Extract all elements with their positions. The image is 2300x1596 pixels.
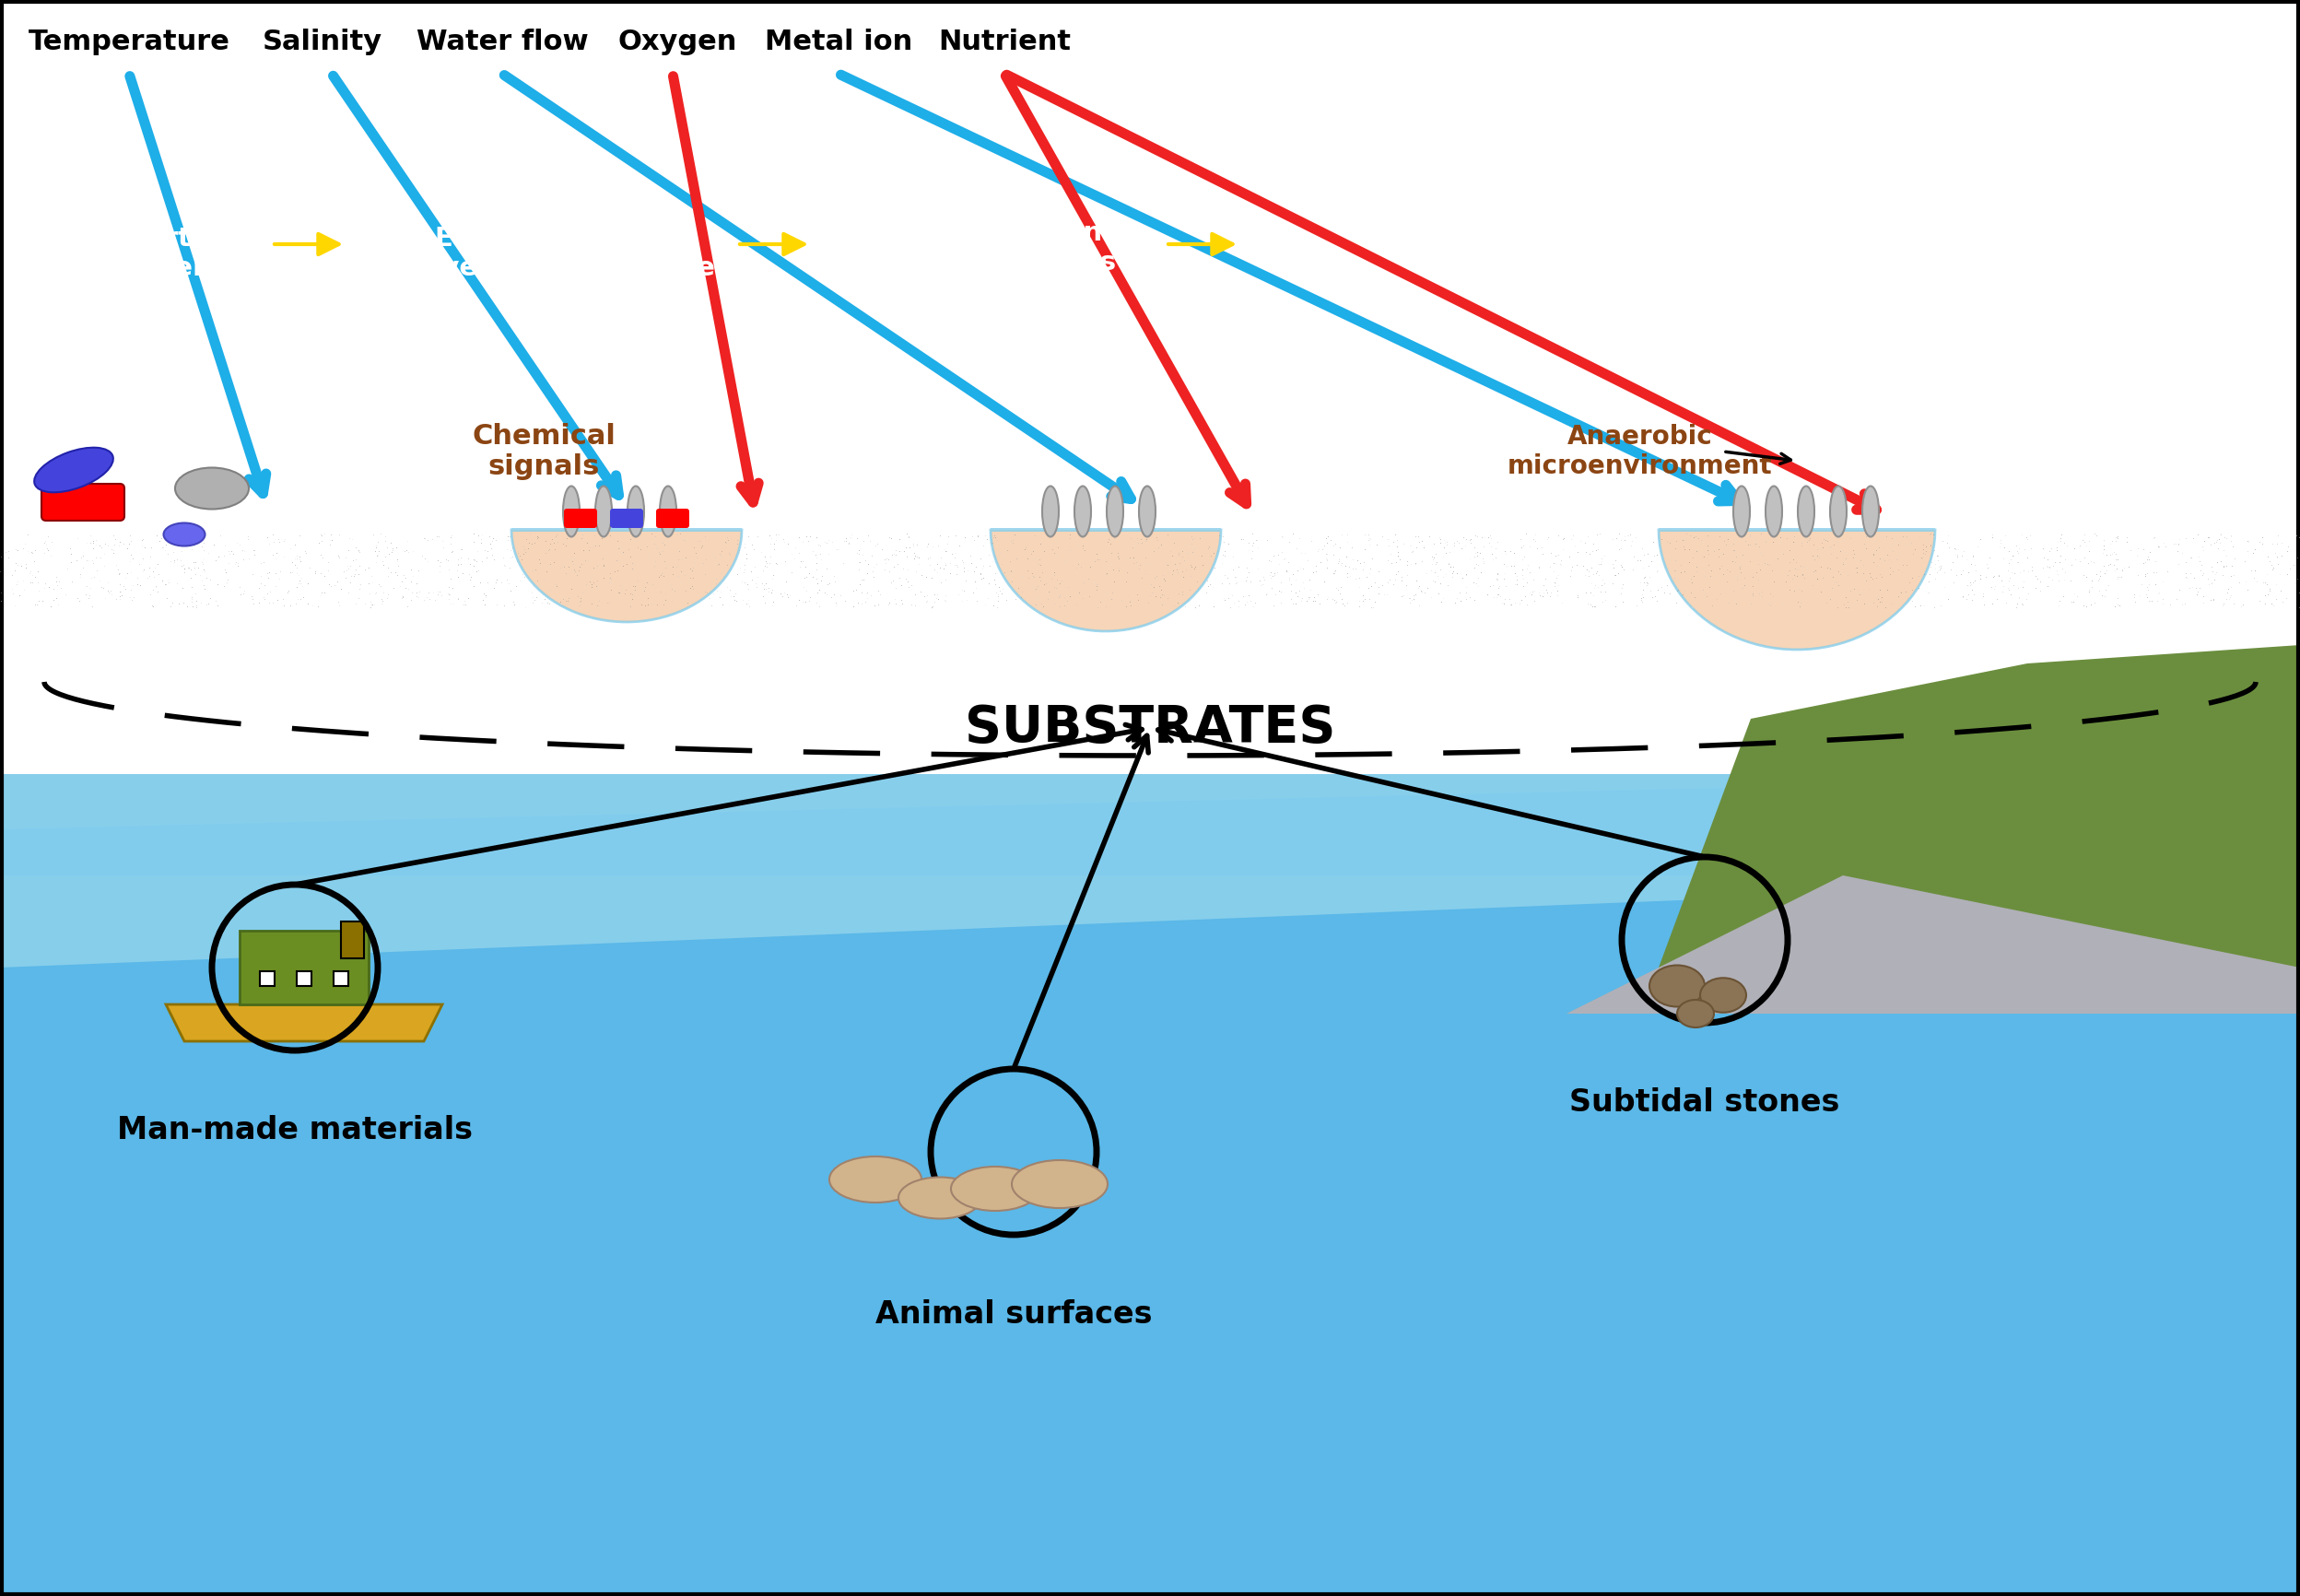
Text: Metal ion: Metal ion [764, 29, 913, 54]
Ellipse shape [34, 447, 113, 492]
Ellipse shape [660, 487, 676, 536]
FancyBboxPatch shape [932, 10, 1079, 73]
Ellipse shape [1863, 487, 1879, 536]
Ellipse shape [1106, 487, 1122, 536]
FancyBboxPatch shape [260, 972, 274, 986]
Ellipse shape [1700, 978, 1746, 1012]
FancyBboxPatch shape [607, 10, 748, 73]
Text: Species sorting &
attachment: Species sorting & attachment [5, 225, 271, 281]
Ellipse shape [628, 487, 644, 536]
Text: Biofilm maturation &
Anaerobic respiration: Biofilm maturation & Anaerobic respirati… [1458, 225, 1787, 281]
FancyBboxPatch shape [248, 10, 396, 73]
FancyBboxPatch shape [414, 147, 718, 359]
Text: Salinity: Salinity [262, 29, 382, 54]
Ellipse shape [564, 487, 580, 536]
Ellipse shape [830, 1157, 922, 1202]
PathPatch shape [1658, 530, 1934, 650]
Text: Subtidal stones: Subtidal stones [1569, 1087, 1840, 1117]
Ellipse shape [1138, 487, 1155, 536]
FancyBboxPatch shape [655, 509, 690, 528]
Ellipse shape [1766, 487, 1782, 536]
Ellipse shape [1042, 487, 1058, 536]
FancyBboxPatch shape [28, 10, 230, 73]
FancyBboxPatch shape [0, 967, 2300, 1596]
Text: Proliferation &
Interspecies
interaction: Proliferation & Interspecies interaction [911, 220, 1134, 305]
Ellipse shape [596, 487, 612, 536]
Ellipse shape [1649, 966, 1704, 1007]
FancyBboxPatch shape [18, 147, 258, 359]
Ellipse shape [1677, 999, 1713, 1028]
FancyBboxPatch shape [333, 972, 347, 986]
Polygon shape [0, 774, 2300, 875]
FancyBboxPatch shape [610, 509, 644, 528]
Ellipse shape [1734, 487, 1750, 536]
Ellipse shape [163, 523, 205, 546]
Polygon shape [239, 930, 368, 1004]
FancyBboxPatch shape [340, 921, 363, 958]
Ellipse shape [1074, 487, 1090, 536]
FancyBboxPatch shape [0, 0, 2300, 774]
FancyBboxPatch shape [297, 972, 310, 986]
Text: Temperature: Temperature [28, 29, 230, 54]
Ellipse shape [175, 468, 248, 509]
FancyBboxPatch shape [41, 484, 124, 520]
Text: SUBSTRATES: SUBSTRATES [964, 704, 1336, 753]
Polygon shape [0, 875, 2300, 1596]
Ellipse shape [899, 1178, 982, 1219]
Text: Man-made materials: Man-made materials [117, 1116, 474, 1146]
Text: Anaerobic
microenvironment: Anaerobic microenvironment [1509, 423, 1773, 479]
FancyBboxPatch shape [895, 147, 1152, 378]
FancyBboxPatch shape [0, 535, 2300, 608]
Polygon shape [1566, 875, 2300, 1013]
FancyBboxPatch shape [564, 509, 598, 528]
Text: Chemical
signals: Chemical signals [471, 423, 616, 480]
FancyBboxPatch shape [766, 10, 913, 73]
FancyBboxPatch shape [0, 774, 2300, 1596]
Polygon shape [1658, 645, 2300, 967]
FancyBboxPatch shape [1447, 147, 1796, 359]
Ellipse shape [950, 1167, 1040, 1211]
Polygon shape [166, 1004, 442, 1041]
Ellipse shape [1799, 487, 1815, 536]
Text: Water flow: Water flow [416, 29, 589, 54]
Ellipse shape [1012, 1160, 1109, 1208]
FancyBboxPatch shape [414, 10, 589, 73]
Text: EPS production &
Irreversible attachment: EPS production & Irreversible attachment [386, 225, 748, 281]
Text: Animal surfaces: Animal surfaces [876, 1299, 1152, 1329]
PathPatch shape [511, 530, 743, 622]
Ellipse shape [1831, 487, 1847, 536]
PathPatch shape [991, 530, 1221, 630]
Text: Oxygen: Oxygen [619, 29, 736, 54]
Text: Nutrient: Nutrient [938, 29, 1072, 54]
